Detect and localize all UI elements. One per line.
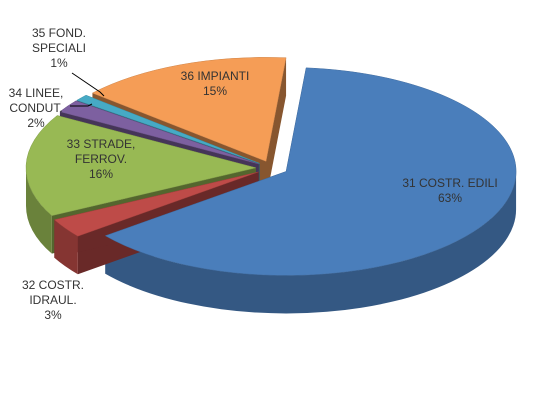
pie-slice (91, 57, 287, 162)
slice-label: 34 LINEE, CONDUT. 2% (0, 86, 72, 131)
pie-slice (25, 115, 257, 216)
pie-slice (76, 94, 260, 164)
slice-side (26, 167, 52, 254)
slice-label: 32 COSTR. IDRAUL. 3% (18, 278, 88, 323)
leader-line (71, 72, 105, 97)
slice-label: 33 STRADE, FERROV. 16% (56, 137, 146, 182)
slice-label: 35 FOND. SPECIALI 1% (16, 26, 102, 71)
label-value: 2% (27, 116, 45, 130)
pie-slice (53, 171, 259, 237)
label-name: 33 STRADE, FERROV. (66, 137, 136, 166)
label-value: 1% (50, 56, 68, 70)
pie-slice (104, 67, 517, 276)
label-name: 35 FOND. SPECIALI (31, 26, 87, 55)
slice-side (105, 171, 517, 314)
label-value: 16% (88, 167, 114, 181)
slice-tops (25, 57, 517, 276)
label-name: 31 COSTR. EDILI (402, 176, 498, 190)
label-value: 63% (437, 191, 463, 205)
slice-label: 36 IMPIANTI 15% (165, 69, 265, 99)
label-value: 3% (44, 308, 62, 322)
label-value: 15% (202, 84, 228, 98)
slice-label: 31 COSTR. EDILI 63% (380, 176, 520, 206)
label-name: 36 IMPIANTI (180, 69, 250, 83)
slice-wall (266, 57, 287, 200)
slice-side (54, 219, 78, 275)
label-name: 32 COSTR. IDRAUL. (21, 278, 84, 307)
leader-line (70, 103, 93, 107)
label-name: 34 LINEE, CONDUT. (8, 86, 64, 115)
pie-slice (59, 100, 259, 165)
slice-wall (54, 171, 259, 258)
